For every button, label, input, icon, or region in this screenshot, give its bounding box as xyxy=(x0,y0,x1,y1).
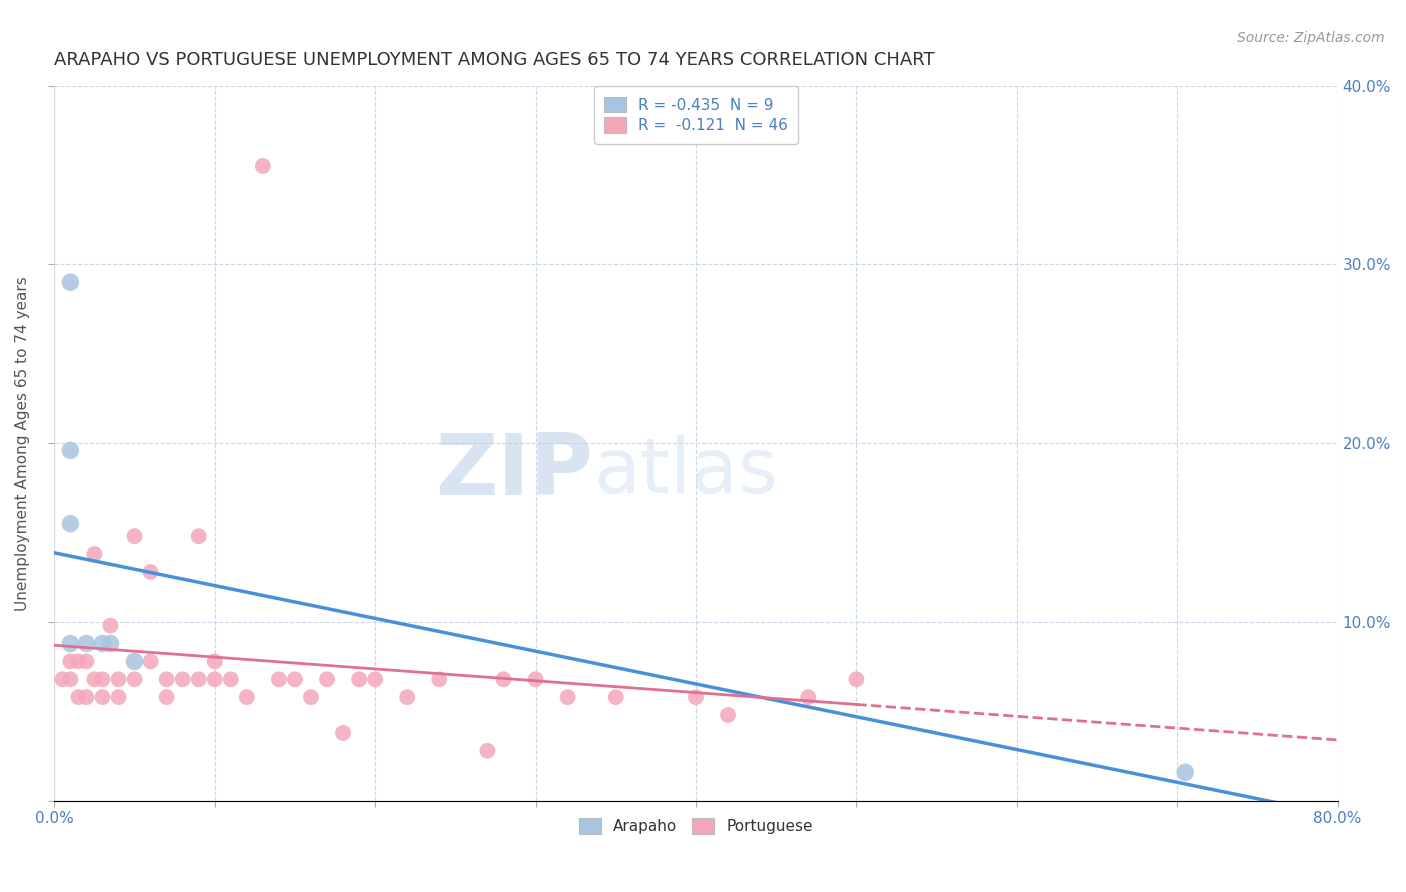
Point xyxy=(83,547,105,561)
Y-axis label: Unemployment Among Ages 65 to 74 years: Unemployment Among Ages 65 to 74 years xyxy=(15,276,30,610)
Point xyxy=(107,673,129,687)
Point xyxy=(316,673,339,687)
Point xyxy=(187,673,209,687)
Point xyxy=(91,636,114,650)
Point xyxy=(477,744,499,758)
Point xyxy=(75,690,97,705)
Point xyxy=(364,673,387,687)
Point xyxy=(91,690,114,705)
Point xyxy=(396,690,419,705)
Point xyxy=(204,673,226,687)
Point xyxy=(124,654,146,668)
Point xyxy=(187,529,209,543)
Point xyxy=(83,673,105,687)
Point xyxy=(59,673,82,687)
Point xyxy=(845,673,868,687)
Point xyxy=(717,708,740,723)
Point xyxy=(124,673,146,687)
Point xyxy=(236,690,259,705)
Point xyxy=(299,690,322,705)
Point xyxy=(59,516,82,531)
Point xyxy=(124,529,146,543)
Text: ARAPAHO VS PORTUGUESE UNEMPLOYMENT AMONG AGES 65 TO 74 YEARS CORRELATION CHART: ARAPAHO VS PORTUGUESE UNEMPLOYMENT AMONG… xyxy=(55,51,935,69)
Point xyxy=(155,690,177,705)
Point xyxy=(797,690,820,705)
Point xyxy=(332,726,354,740)
Point xyxy=(75,636,97,650)
Point xyxy=(1174,765,1197,780)
Point xyxy=(557,690,579,705)
Point xyxy=(107,690,129,705)
Point xyxy=(100,618,122,632)
Point xyxy=(100,636,122,650)
Point xyxy=(75,654,97,668)
Point xyxy=(219,673,242,687)
Point xyxy=(59,654,82,668)
Point xyxy=(267,673,290,687)
Point xyxy=(252,159,274,173)
Point xyxy=(155,673,177,687)
Point xyxy=(172,673,194,687)
Point xyxy=(91,673,114,687)
Point xyxy=(59,443,82,458)
Point xyxy=(139,565,162,579)
Legend: Arapaho, Portuguese: Arapaho, Portuguese xyxy=(571,809,821,843)
Point xyxy=(67,654,90,668)
Point xyxy=(284,673,307,687)
Text: atlas: atlas xyxy=(593,434,778,508)
Point xyxy=(51,673,73,687)
Text: Source: ZipAtlas.com: Source: ZipAtlas.com xyxy=(1237,31,1385,45)
Point xyxy=(59,636,82,650)
Point xyxy=(347,673,370,687)
Point xyxy=(492,673,515,687)
Point xyxy=(59,275,82,289)
Point xyxy=(605,690,627,705)
Point xyxy=(685,690,707,705)
Point xyxy=(139,654,162,668)
Point xyxy=(204,654,226,668)
Text: ZIP: ZIP xyxy=(436,430,593,513)
Point xyxy=(67,690,90,705)
Point xyxy=(427,673,450,687)
Point xyxy=(524,673,547,687)
